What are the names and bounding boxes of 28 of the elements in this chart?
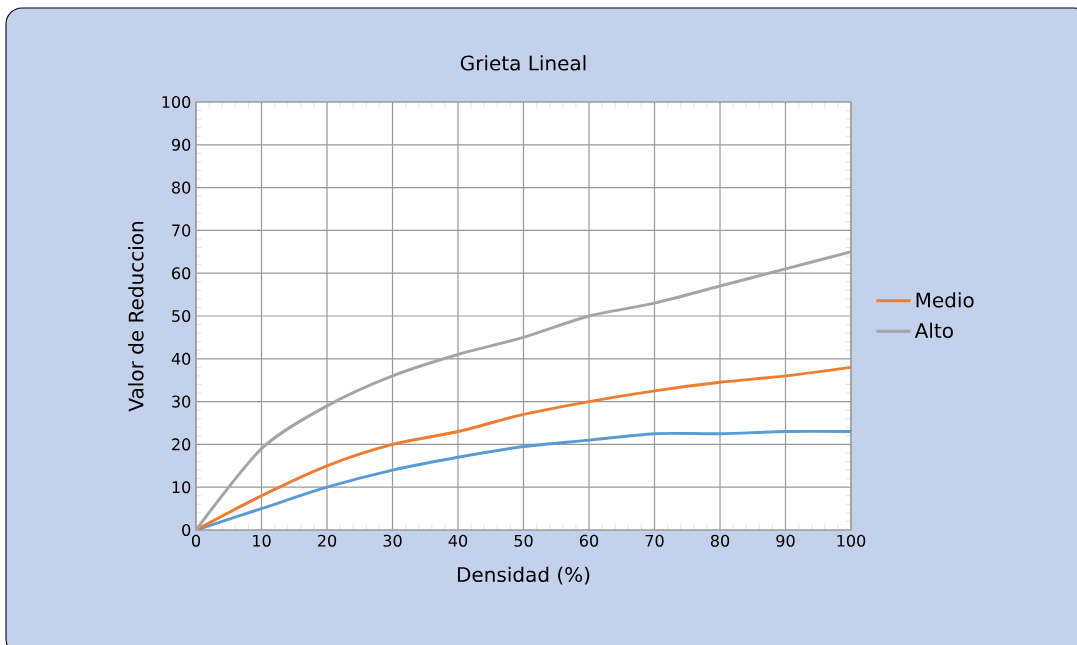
- y-tick-label: 0: [182, 523, 191, 537]
- y-tick-label: 90: [171, 138, 191, 151]
- legend-label: Alto: [914, 322, 953, 339]
- y-tick-label: 70: [172, 224, 191, 237]
- chart-title: Grieta Lineal: [460, 55, 586, 71]
- y-tick-label: 20: [172, 438, 191, 451]
- x-tick-label: 100: [837, 534, 866, 547]
- x-axis-title: Densidad (%): [457, 566, 590, 585]
- x-tick-label: 60: [579, 534, 599, 547]
- y-tick-label: 30: [172, 395, 191, 408]
- x-tick-label: 30: [383, 534, 402, 547]
- x-tick-label: 40: [448, 534, 468, 547]
- y-tick-label: 80: [172, 181, 191, 194]
- x-tick-label: 10: [253, 534, 271, 547]
- x-tick-label: 80: [710, 534, 730, 547]
- x-tick-label: 70: [645, 534, 664, 547]
- y-tick-label: 40: [171, 352, 191, 365]
- line-series: [196, 365, 851, 530]
- x-tick-label: 0: [191, 534, 201, 547]
- legend-label: Medio: [916, 292, 974, 308]
- x-tick-label: 20: [318, 534, 337, 547]
- y-tick-label: 100: [162, 95, 191, 109]
- y-tick-label: 60: [172, 267, 191, 280]
- y-tick-label: 50: [172, 309, 191, 323]
- y-tick-label: 10: [172, 481, 191, 494]
- x-tick-label: 90: [776, 534, 795, 547]
- y-axis-title: Valor de Reduccion: [128, 222, 144, 412]
- x-tick-label: 50: [514, 534, 533, 547]
